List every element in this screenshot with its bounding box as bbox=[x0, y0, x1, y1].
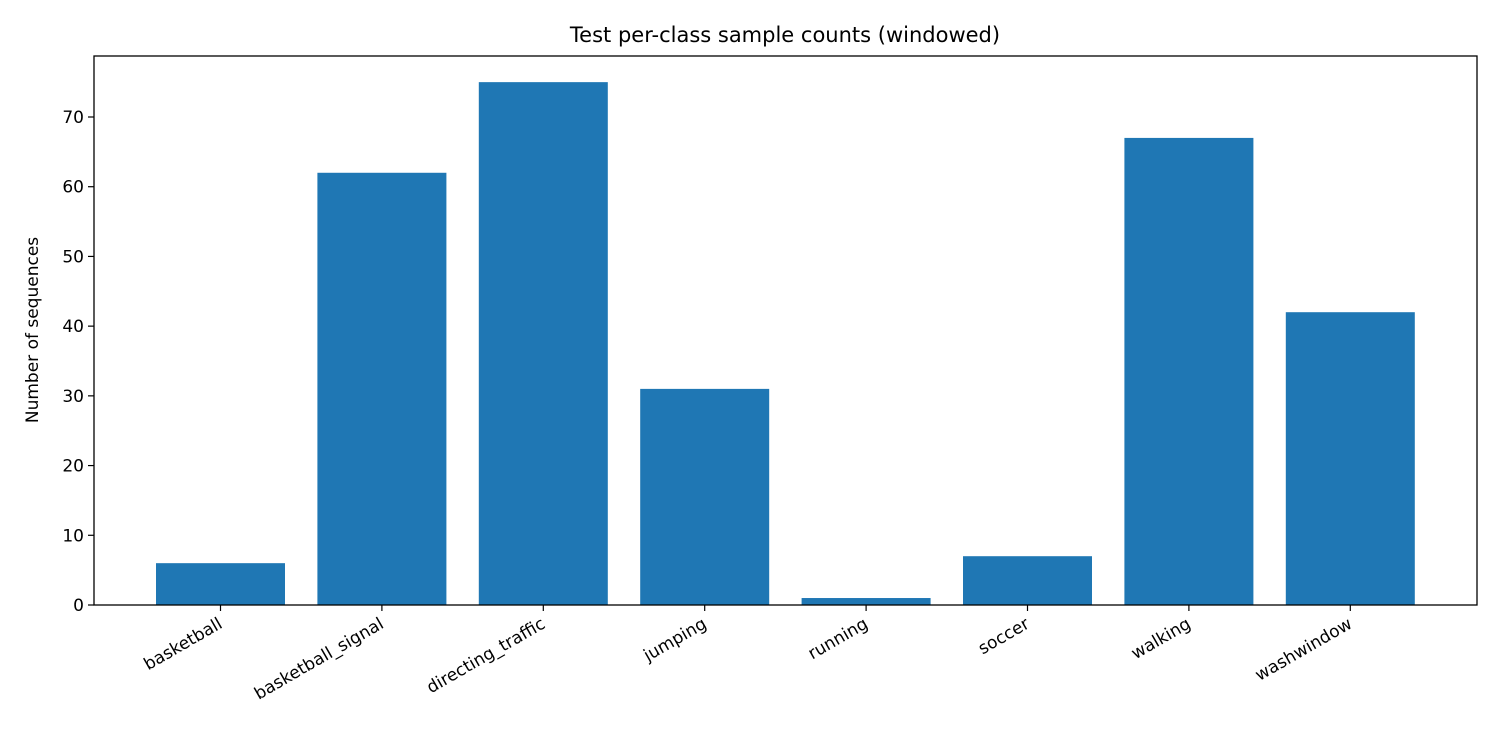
plot-frame bbox=[93, 55, 1478, 606]
x-tick-label: basketball_signal bbox=[251, 614, 387, 704]
y-tick-label: 50 bbox=[62, 247, 84, 267]
y-tick-label: 20 bbox=[62, 457, 84, 477]
bar-basketball bbox=[156, 563, 285, 605]
y-tick-label: 0 bbox=[73, 596, 84, 616]
y-axis: 0 10 20 30 40 50 60 70 bbox=[62, 108, 94, 616]
y-tick-label: 70 bbox=[62, 108, 84, 128]
bar-washwindow bbox=[1285, 312, 1415, 605]
bar-walking bbox=[1124, 137, 1254, 605]
x-tick-label: running bbox=[805, 614, 872, 664]
chart-title: Test per-class sample counts (windowed) bbox=[569, 23, 1000, 47]
bar-running bbox=[801, 598, 931, 605]
x-tick-label: soccer bbox=[975, 614, 1033, 659]
bar-series bbox=[156, 82, 1415, 605]
x-tick-label: directing_traffic bbox=[423, 614, 548, 698]
y-tick-label: 40 bbox=[62, 317, 84, 337]
x-axis: basketball basketball_signal directing_tra… bbox=[141, 605, 1356, 704]
y-tick-label: 30 bbox=[62, 387, 84, 407]
y-tick-label: 10 bbox=[62, 526, 84, 546]
bar-soccer bbox=[963, 556, 1092, 605]
bar-directing-traffic bbox=[478, 82, 608, 605]
bar-basketball-signal bbox=[317, 172, 447, 605]
x-tick-label: washwindow bbox=[1252, 614, 1356, 686]
y-axis-label: Number of sequences bbox=[23, 237, 43, 423]
x-tick-label: jumping bbox=[639, 614, 710, 666]
y-tick-label: 60 bbox=[62, 178, 84, 198]
x-tick-label: walking bbox=[1128, 614, 1194, 664]
x-tick-label: basketball bbox=[141, 614, 226, 675]
bar-jumping bbox=[640, 388, 770, 605]
